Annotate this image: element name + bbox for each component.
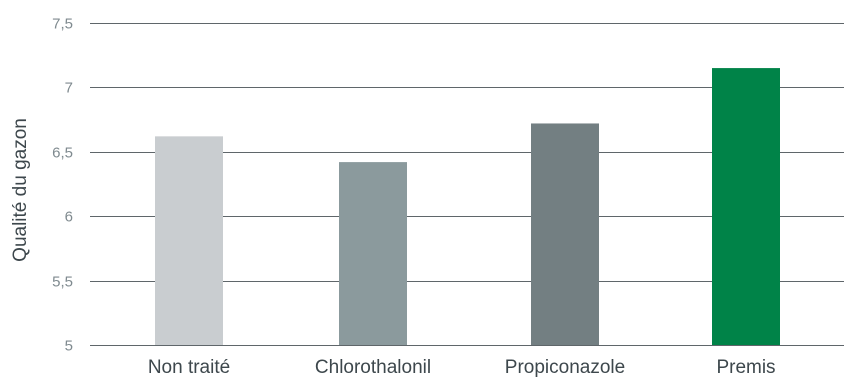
y-tick-label: 5 bbox=[65, 338, 73, 355]
bar bbox=[339, 162, 407, 345]
x-category-label: Non traité bbox=[148, 357, 230, 378]
y-tick-labels: 5 5,5 6 6,5 7 7,5 bbox=[52, 16, 73, 355]
y-tick-label: 6 bbox=[65, 209, 73, 226]
y-tick-label: 6,5 bbox=[52, 145, 73, 162]
y-tick-label: 7 bbox=[65, 80, 73, 97]
x-category-label: Propiconazole bbox=[505, 357, 625, 378]
y-axis-title: Qualité du gazon bbox=[10, 118, 31, 262]
x-category-labels: Non traité Chlorothalonil Propiconazole Pre… bbox=[148, 357, 776, 378]
bar bbox=[712, 68, 780, 345]
bar bbox=[531, 123, 599, 346]
y-tick-label: 5,5 bbox=[52, 274, 73, 291]
x-category-label: Premis bbox=[716, 357, 775, 378]
x-category-label: Chlorothalonil bbox=[315, 357, 431, 378]
bar bbox=[155, 136, 223, 345]
y-tick-label: 7,5 bbox=[52, 16, 73, 33]
bars bbox=[155, 68, 780, 346]
